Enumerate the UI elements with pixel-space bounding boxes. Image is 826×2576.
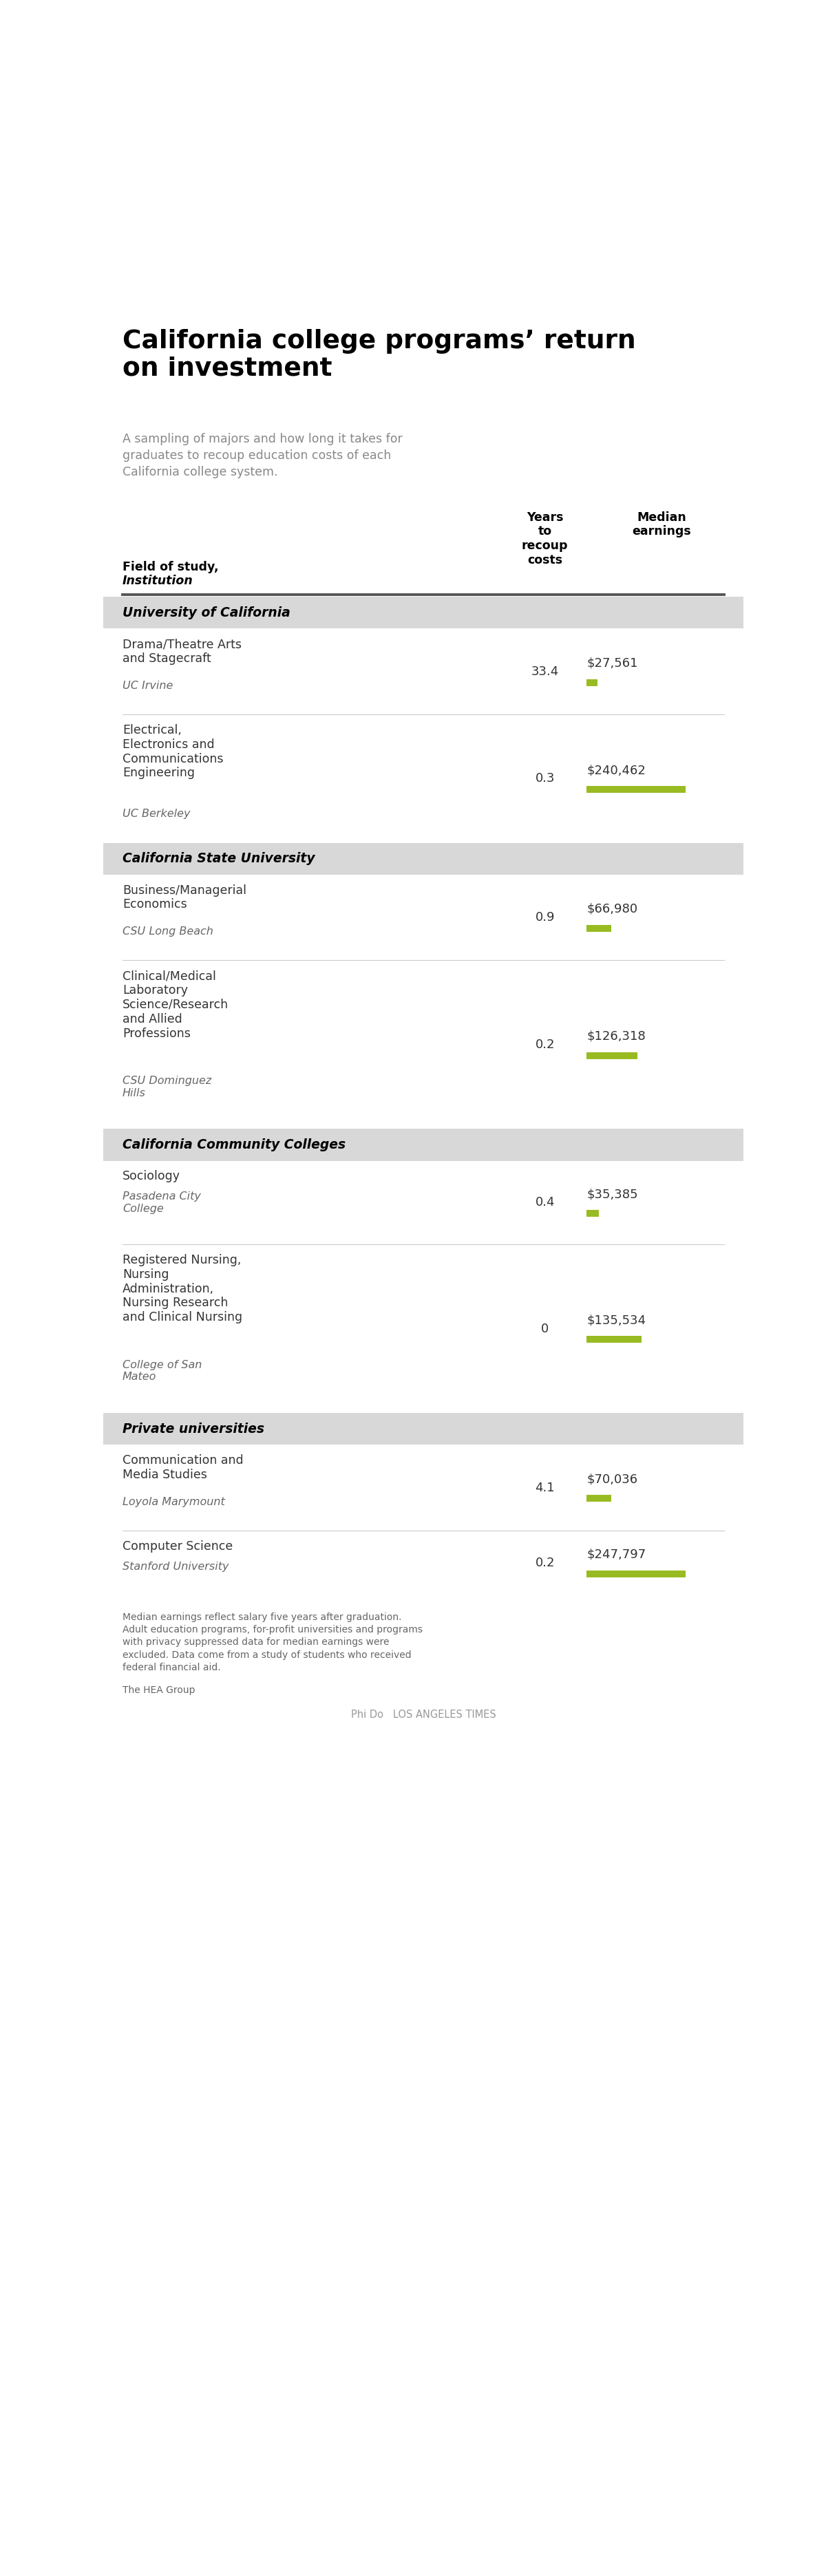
Text: $126,318: $126,318 — [586, 1030, 646, 1043]
Bar — [586, 1571, 686, 1577]
Text: The HEA Group: The HEA Group — [122, 1685, 195, 1695]
Bar — [103, 1414, 743, 1445]
Text: $70,036: $70,036 — [586, 1473, 638, 1486]
Text: $135,534: $135,534 — [586, 1314, 646, 1327]
Bar — [103, 1445, 743, 1530]
Text: Drama/Theatre Arts
and Stagecraft: Drama/Theatre Arts and Stagecraft — [122, 639, 241, 665]
Text: Phi Do   LOS ANGELES TIMES: Phi Do LOS ANGELES TIMES — [351, 1710, 496, 1721]
Bar — [103, 842, 743, 876]
Text: 0.9: 0.9 — [535, 912, 555, 925]
Text: California Community Colleges: California Community Colleges — [122, 1139, 345, 1151]
Text: College of San
Mateo: College of San Mateo — [122, 1360, 202, 1383]
Text: $240,462: $240,462 — [586, 765, 646, 775]
Text: Electrical,
Electronics and
Communications
Engineering: Electrical, Electronics and Communicatio… — [122, 724, 223, 781]
Bar — [586, 1211, 599, 1216]
Text: Institution: Institution — [122, 574, 193, 587]
Text: Private universities: Private universities — [122, 1422, 264, 1435]
Text: California college programs’ return
on investment: California college programs’ return on i… — [122, 330, 636, 381]
Text: Field of study,: Field of study, — [122, 562, 218, 574]
Text: Years
to
recoup
costs: Years to recoup costs — [522, 510, 568, 567]
Bar — [103, 961, 743, 1128]
Text: CSU Dominguez
Hills: CSU Dominguez Hills — [122, 1077, 211, 1097]
Bar — [103, 1128, 743, 1162]
Text: 4.1: 4.1 — [535, 1481, 555, 1494]
Text: Communication and
Media Studies: Communication and Media Studies — [122, 1455, 244, 1481]
Text: $35,385: $35,385 — [586, 1188, 638, 1200]
Text: Computer Science: Computer Science — [122, 1540, 233, 1553]
Text: 0: 0 — [541, 1321, 548, 1334]
Bar — [103, 1162, 743, 1244]
Bar — [103, 598, 743, 629]
Bar — [586, 1494, 611, 1502]
Text: Pasadena City
College: Pasadena City College — [122, 1193, 201, 1213]
Text: Sociology: Sociology — [122, 1170, 180, 1182]
Bar — [103, 714, 743, 842]
Bar — [586, 925, 611, 933]
Text: Stanford University: Stanford University — [122, 1561, 229, 1571]
Text: Median earnings reflect salary five years after graduation.
Adult education prog: Median earnings reflect salary five year… — [122, 1613, 423, 1672]
Text: Clinical/Medical
Laboratory
Science/Research
and Allied
Professions: Clinical/Medical Laboratory Science/Rese… — [122, 971, 229, 1041]
Text: UC Irvine: UC Irvine — [122, 680, 173, 690]
Text: University of California: University of California — [122, 605, 290, 618]
Bar — [103, 1530, 743, 1595]
Bar — [103, 629, 743, 714]
Text: 0.4: 0.4 — [535, 1195, 555, 1208]
Bar — [103, 876, 743, 961]
Text: CSU Long Beach: CSU Long Beach — [122, 927, 213, 938]
Text: 0.3: 0.3 — [535, 773, 555, 786]
Text: $247,797: $247,797 — [586, 1548, 646, 1561]
Bar — [586, 1051, 638, 1059]
Text: Registered Nursing,
Nursing
Administration,
Nursing Research
and Clinical Nursin: Registered Nursing, Nursing Administrati… — [122, 1255, 242, 1324]
Text: A sampling of majors and how long it takes for
graduates to recoup education cos: A sampling of majors and how long it tak… — [122, 433, 402, 479]
Text: 0.2: 0.2 — [535, 1556, 555, 1569]
Text: California State University: California State University — [122, 853, 315, 866]
Bar — [586, 786, 686, 793]
Text: Business/Managerial
Economics: Business/Managerial Economics — [122, 884, 246, 912]
Text: UC Berkeley: UC Berkeley — [122, 809, 190, 819]
Text: Loyola Marymount: Loyola Marymount — [122, 1497, 225, 1507]
Text: Median
earnings: Median earnings — [632, 510, 691, 538]
Text: $27,561: $27,561 — [586, 657, 638, 670]
Text: $66,980: $66,980 — [586, 902, 638, 914]
Bar — [103, 1244, 743, 1414]
Bar — [586, 680, 597, 685]
Text: 0.2: 0.2 — [535, 1038, 555, 1051]
Bar — [586, 1337, 642, 1342]
Text: 33.4: 33.4 — [531, 665, 559, 677]
